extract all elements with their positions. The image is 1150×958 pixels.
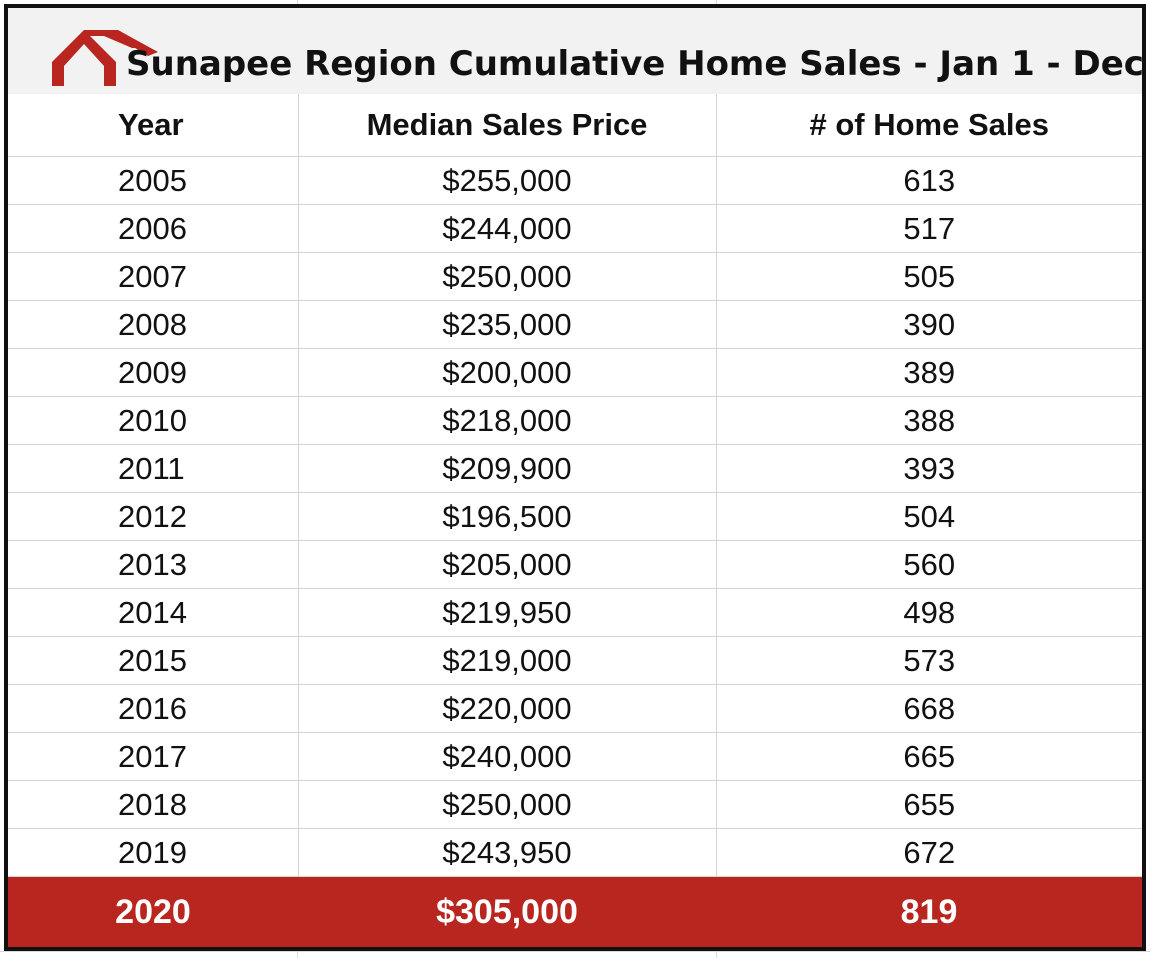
sales-cell: 672 <box>716 828 1142 877</box>
year-cell: 2013 <box>8 540 299 589</box>
sales-cell: 505 <box>716 252 1142 301</box>
table-row: 2010 $218,000 388 <box>8 396 1142 445</box>
price-cell: $244,000 <box>298 204 717 253</box>
table-row: 2012 $196,500 504 <box>8 492 1142 541</box>
table-row: 2005 $255,000 613 <box>8 156 1142 205</box>
sales-cell: 389 <box>716 348 1142 397</box>
year-cell: 2006 <box>8 204 299 253</box>
sales-cell: 504 <box>716 492 1142 541</box>
year-cell: 2012 <box>8 492 299 541</box>
sales-cell: 498 <box>716 588 1142 637</box>
table-row: 2015 $219,000 573 <box>8 636 1142 685</box>
price-cell: $209,900 <box>298 444 717 493</box>
year-cell: 2005 <box>8 156 299 205</box>
year-cell: 2010 <box>8 396 299 445</box>
sales-cell: 390 <box>716 300 1142 349</box>
price-cell: $218,000 <box>298 396 717 445</box>
table-row: 2008 $235,000 390 <box>8 300 1142 349</box>
house-roof-icon <box>52 30 158 86</box>
sales-table-frame: Sunapee Region Cumulative Home Sales - J… <box>4 4 1146 951</box>
price-cell: $220,000 <box>298 684 717 733</box>
table-row: 2009 $200,000 389 <box>8 348 1142 397</box>
table-row: 2006 $244,000 517 <box>8 204 1142 253</box>
price-cell: $196,500 <box>298 492 717 541</box>
table-row: 2016 $220,000 668 <box>8 684 1142 733</box>
sheet-gridline <box>0 951 1150 952</box>
price-cell: $235,000 <box>298 300 717 349</box>
sales-cell: 668 <box>716 684 1142 733</box>
sales-cell: 560 <box>716 540 1142 589</box>
title-bar: Sunapee Region Cumulative Home Sales - J… <box>8 8 1142 94</box>
table-row: 2018 $250,000 655 <box>8 780 1142 829</box>
year-cell: 2009 <box>8 348 299 397</box>
price-cell: $255,000 <box>298 156 717 205</box>
sales-cell: 573 <box>716 636 1142 685</box>
year-cell: 2019 <box>8 828 299 877</box>
year-column-header: Year <box>8 94 299 157</box>
sales-column-header: # of Home Sales <box>716 94 1142 157</box>
highlight-year-cell: 2020 <box>115 893 191 931</box>
price-column-header: Median Sales Price <box>298 94 717 157</box>
table-row: 2019 $243,950 672 <box>8 828 1142 877</box>
highlight-row-2020: 2020 $305,000 819 <box>8 877 1142 947</box>
price-cell: $250,000 <box>298 780 717 829</box>
price-cell: $219,000 <box>298 636 717 685</box>
price-cell: $250,000 <box>298 252 717 301</box>
price-cell: $219,950 <box>298 588 717 637</box>
price-cell: $240,000 <box>298 732 717 781</box>
highlight-price-cell: $305,000 <box>436 893 578 931</box>
table-row: 2014 $219,950 498 <box>8 588 1142 637</box>
year-cell: 2016 <box>8 684 299 733</box>
sales-cell: 665 <box>716 732 1142 781</box>
table-row: 2013 $205,000 560 <box>8 540 1142 589</box>
price-cell: $200,000 <box>298 348 717 397</box>
year-cell: 2018 <box>8 780 299 829</box>
sales-cell: 388 <box>716 396 1142 445</box>
sales-cell: 655 <box>716 780 1142 829</box>
table-row: 2007 $250,000 505 <box>8 252 1142 301</box>
year-cell: 2014 <box>8 588 299 637</box>
highlight-sales-cell: 819 <box>900 893 958 931</box>
header-row: Year Median Sales Price # of Home Sales <box>8 94 1142 157</box>
year-cell: 2011 <box>8 444 299 493</box>
table-row: 2017 $240,000 665 <box>8 732 1142 781</box>
sales-table: Year Median Sales Price # of Home Sales … <box>8 94 1142 877</box>
year-cell: 2007 <box>8 252 299 301</box>
page-title: Sunapee Region Cumulative Home Sales - J… <box>126 44 1146 84</box>
sales-cell: 517 <box>716 204 1142 253</box>
price-cell: $243,950 <box>298 828 717 877</box>
year-cell: 2015 <box>8 636 299 685</box>
table-row: 2011 $209,900 393 <box>8 444 1142 493</box>
year-cell: 2017 <box>8 732 299 781</box>
sales-cell: 613 <box>716 156 1142 205</box>
sales-cell: 393 <box>716 444 1142 493</box>
year-cell: 2008 <box>8 300 299 349</box>
price-cell: $205,000 <box>298 540 717 589</box>
